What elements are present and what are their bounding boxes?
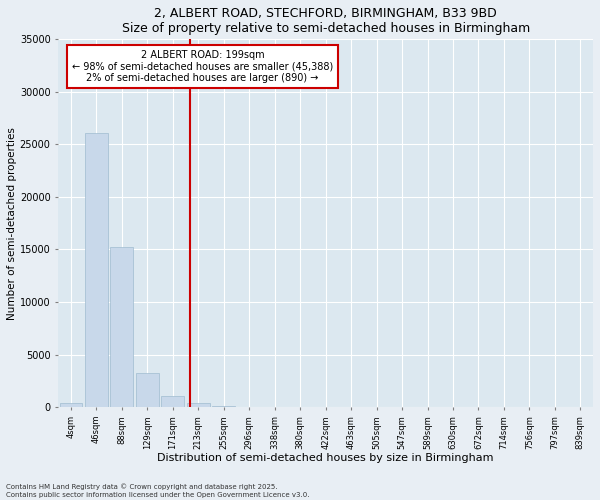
Bar bbox=[85, 132, 108, 407]
Title: 2, ALBERT ROAD, STECHFORD, BIRMINGHAM, B33 9BD
Size of property relative to semi: 2, ALBERT ROAD, STECHFORD, BIRMINGHAM, B… bbox=[122, 7, 530, 35]
Bar bbox=[136, 372, 159, 407]
Bar bbox=[212, 406, 235, 407]
Bar bbox=[238, 406, 261, 407]
Y-axis label: Number of semi-detached properties: Number of semi-detached properties bbox=[7, 126, 17, 320]
Bar bbox=[59, 403, 82, 407]
Bar bbox=[161, 396, 184, 407]
Bar bbox=[110, 248, 133, 407]
Text: Contains HM Land Registry data © Crown copyright and database right 2025.
Contai: Contains HM Land Registry data © Crown c… bbox=[6, 484, 310, 498]
Text: 2 ALBERT ROAD: 199sqm
← 98% of semi-detached houses are smaller (45,388)
2% of s: 2 ALBERT ROAD: 199sqm ← 98% of semi-deta… bbox=[72, 50, 333, 83]
X-axis label: Distribution of semi-detached houses by size in Birmingham: Distribution of semi-detached houses by … bbox=[157, 453, 494, 463]
Bar bbox=[187, 402, 210, 407]
